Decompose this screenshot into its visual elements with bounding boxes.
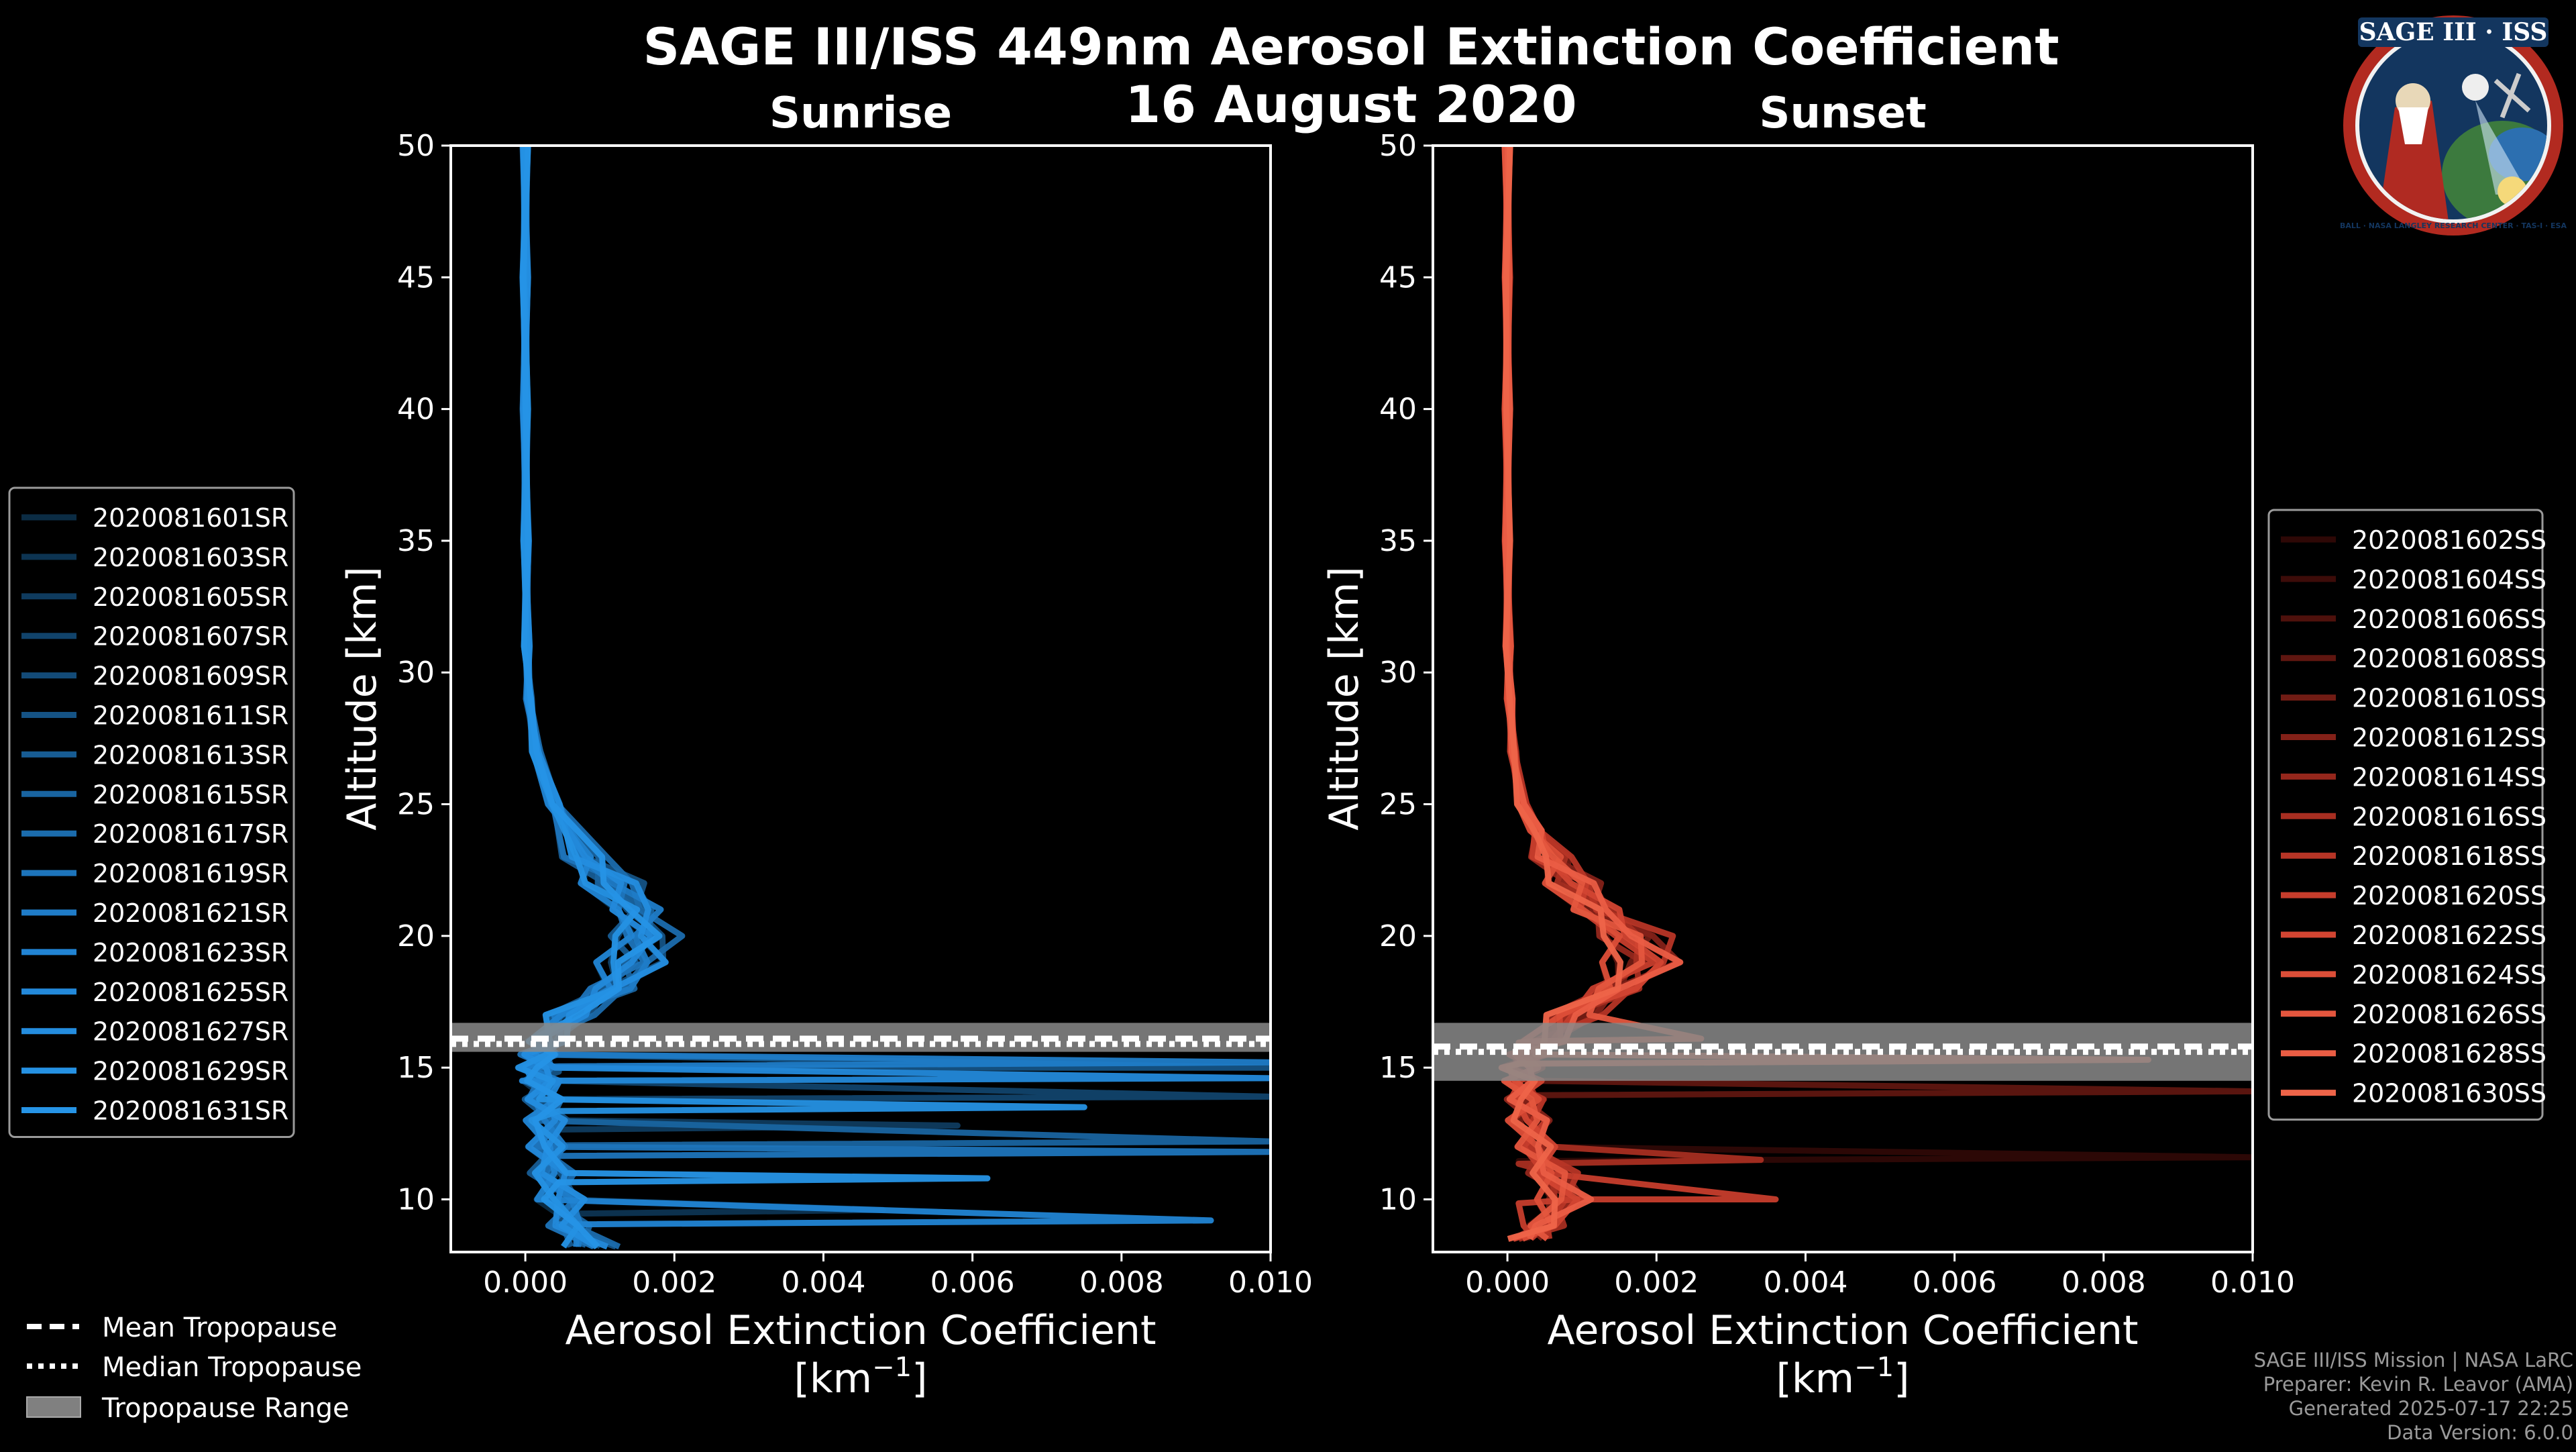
sunset-legend-label: 2020081612SS	[2352, 723, 2546, 753]
sunrise-x-tick-label: 0.006	[930, 1265, 1015, 1300]
sunset-x-tick-label: 0.000	[1465, 1265, 1550, 1300]
sunset-legend-label: 2020081626SS	[2352, 1000, 2546, 1029]
figure-subtitle: 16 August 2020	[1125, 74, 1576, 134]
sunrise-legend-label: 2020081625SR	[93, 978, 288, 1007]
tropopause-range-swatch	[26, 1396, 81, 1418]
sunrise-series-line	[519, 146, 1271, 1250]
sunset-y-tick-label: 10	[1379, 1182, 1417, 1216]
sunset-legend-label: 2020081622SS	[2352, 921, 2546, 950]
sunrise-y-tick-label: 25	[397, 788, 435, 822]
sunrise-x-tick-label: 0.004	[781, 1265, 865, 1300]
sunrise-y-tick-label: 15	[397, 1051, 435, 1085]
sunset-tropopause-range	[1433, 1023, 2253, 1081]
sunrise-legend-label: 2020081609SR	[93, 662, 288, 691]
sunset-y-tick-label: 15	[1379, 1051, 1417, 1085]
sunrise-y-tick-label: 10	[397, 1182, 435, 1216]
sunset-y-tick-label: 35	[1379, 524, 1417, 558]
sunrise-y-tick-label: 40	[397, 393, 435, 427]
sunrise-legend-frame	[8, 486, 295, 1138]
sage-iii-iss-logo: SAGE III · ISS BALL · NASA LANGLEY RESEA…	[2340, 15, 2567, 236]
tropopause-range-label: Tropopause Range	[101, 1393, 350, 1424]
sunset-y-tick-label: 30	[1379, 656, 1417, 690]
sunrise-legend-label: 2020081605SR	[93, 582, 288, 612]
sunrise-x-tick-label: 0.000	[483, 1265, 568, 1300]
sunset-legend-label: 2020081614SS	[2352, 762, 2546, 792]
sunset-x-axis-label: Aerosol Extinction Coefficient	[1548, 1307, 2139, 1354]
sunrise-legend-label: 2020081611SR	[93, 701, 288, 731]
sunrise-legend-label: 2020081615SR	[93, 780, 288, 809]
sunset-legend-label: 2020081604SS	[2352, 565, 2546, 594]
sunrise-x-axis-label: Aerosol Extinction Coefficient	[566, 1307, 1157, 1354]
sunset-axes-frame	[1432, 144, 2254, 1253]
sunrise-legend-label: 2020081629SR	[93, 1057, 288, 1086]
sunset-series-group	[1498, 146, 2253, 1242]
sunset-legend-label: 2020081602SS	[2352, 525, 2546, 555]
sunset-legend-label: 2020081618SS	[2352, 841, 2546, 871]
sunset-y-tick-label: 25	[1379, 788, 1417, 822]
sunrise-panel-title: Sunrise	[769, 89, 952, 138]
sunset-legend: 2020081602SS 2020081604SS 2020081606SS 2020…	[2267, 509, 2546, 1121]
sunrise-legend-label: 2020081627SR	[93, 1017, 288, 1047]
sunset-x-tick-label: 0.006	[1913, 1265, 1997, 1300]
sunset-y-tick-label: 20	[1379, 919, 1417, 953]
credit-generated: Generated 2025-07-17 22:25	[2288, 1397, 2573, 1420]
sunset-legend-label: 2020081616SS	[2352, 802, 2546, 831]
sunrise-legend-label: 2020081601SR	[93, 503, 288, 533]
sunset-legend-label: 2020081620SS	[2352, 881, 2546, 911]
sunrise-legend-label: 2020081619SR	[93, 859, 288, 888]
sunrise-y-tick-label: 35	[397, 524, 435, 558]
sunrise-x-tick-label: 0.010	[1228, 1265, 1313, 1300]
sunset-legend-label: 2020081610SS	[2352, 684, 2546, 713]
sunset-y-tick-label: 40	[1379, 393, 1417, 427]
sunset-series-line	[1499, 146, 2151, 1242]
sunrise-legend-label: 2020081617SR	[93, 819, 288, 849]
sunset-x-tick-label: 0.008	[2061, 1265, 2146, 1300]
sunset-legend-label: 2020081630SS	[2352, 1079, 2546, 1108]
sunset-legend-label: 2020081606SS	[2352, 605, 2546, 634]
sunrise-series-line	[520, 146, 991, 1249]
sunset-panel: 0.000 0.002 0.004 0.006 0.008 0.010 10 15 20 25 30…	[1379, 129, 2295, 1300]
sunrise-legend-label: 2020081623SR	[93, 938, 288, 968]
sunset-x-tick-label: 0.004	[1763, 1265, 1847, 1300]
median-tropopause-label: Median Tropopause	[102, 1352, 362, 1383]
sunrise-legend: 2020081601SR 2020081603SR 2020081605SR 2020…	[8, 486, 295, 1138]
sunset-legend-label: 2020081624SS	[2352, 960, 2546, 990]
logo-title: SAGE III · ISS	[2359, 18, 2548, 46]
tropopause-legend: Mean Tropopause Median Tropopause Tropop…	[26, 1312, 362, 1424]
sunset-x-axis-unit: [km−1]	[1776, 1352, 1910, 1402]
sunrise-panel: 0.000 0.002 0.004 0.006 0.008 0.010 10 15 20 25 30…	[397, 129, 1313, 1300]
sunset-y-axis-label: Altitude [km]	[1321, 566, 1368, 831]
sunrise-x-tick-label: 0.002	[632, 1265, 716, 1300]
figure-title: SAGE III/ISS 449nm Aerosol Extinction Co…	[643, 17, 2059, 76]
sunrise-y-tick-label: 20	[397, 919, 435, 953]
mean-tropopause-label: Mean Tropopause	[102, 1312, 337, 1343]
sunrise-y-tick-label: 30	[397, 656, 435, 690]
sunrise-x-axis-unit: [km−1]	[794, 1352, 928, 1402]
sunrise-y-axis-label: Altitude [km]	[339, 566, 386, 831]
sunrise-series-group	[515, 146, 1271, 1250]
sunrise-legend-label: 2020081607SR	[93, 622, 288, 652]
sunset-panel-title: Sunset	[1759, 89, 1926, 138]
sunset-x-tick-label: 0.010	[2210, 1265, 2295, 1300]
credit-data-version: Data Version: 6.0.0	[2387, 1421, 2573, 1444]
sunset-legend-label: 2020081628SS	[2352, 1039, 2546, 1069]
sunset-legend-label: 2020081608SS	[2352, 644, 2546, 674]
credit-preparer: Preparer: Kevin R. Leavor (AMA)	[2263, 1373, 2573, 1396]
sunrise-x-tick-label: 0.008	[1079, 1265, 1164, 1300]
sunrise-legend-label: 2020081631SR	[93, 1096, 288, 1126]
sunrise-y-tick-label: 50	[397, 129, 435, 163]
sunset-y-tick-label: 45	[1379, 260, 1417, 295]
sunrise-legend-label: 2020081613SR	[93, 740, 288, 770]
logo-ring-text: BALL · NASA LANGLEY RESEARCH CENTER · TA…	[2340, 221, 2567, 230]
sunset-y-tick-label: 50	[1379, 129, 1417, 163]
sunset-legend-frame	[2267, 509, 2544, 1121]
sunrise-legend-label: 2020081621SR	[93, 898, 288, 928]
credit-mission: SAGE III/ISS Mission | NASA LaRC	[2253, 1349, 2573, 1371]
sunrise-y-tick-label: 45	[397, 260, 435, 295]
sunset-x-tick-label: 0.002	[1614, 1265, 1699, 1300]
sunrise-axes-frame	[449, 144, 1272, 1253]
sunrise-legend-label: 2020081603SR	[93, 543, 288, 572]
